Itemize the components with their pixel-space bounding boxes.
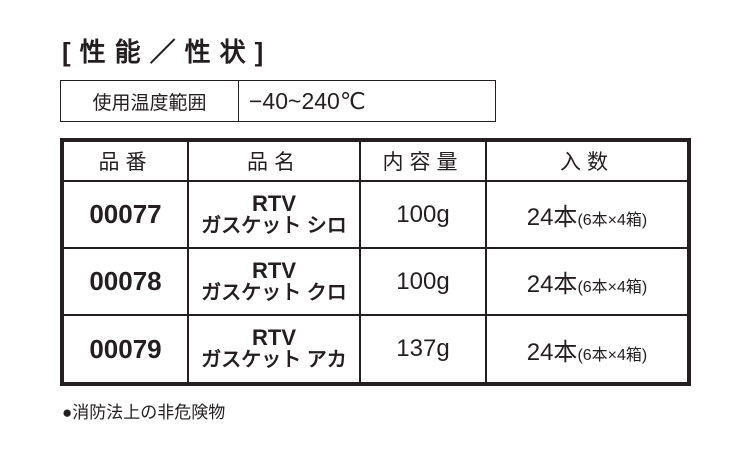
temperature-range-value: −40~240℃ — [249, 87, 366, 114]
quantity-main: 24本 — [526, 204, 578, 232]
product-name-line1: RTV — [252, 325, 296, 351]
temperature-range-label: 使用温度範囲 — [61, 81, 239, 121]
product-quantity: 24本(6本×4箱) — [485, 179, 690, 250]
table-row: 00079 RTV ガスケット アカ 137g 24本(6本×4箱) — [61, 314, 690, 385]
footnote: ●消防法上の非危険物 — [62, 403, 226, 422]
quantity-detail: (6本×4箱) — [577, 279, 648, 297]
product-name: RTV ガスケット シロ — [187, 179, 361, 250]
product-code: 00079 — [61, 314, 189, 385]
quantity-detail: (6本×4箱) — [577, 346, 648, 364]
product-code: 00077 — [61, 179, 189, 250]
product-code: 00078 — [61, 247, 189, 317]
product-name-line1: RTV — [252, 190, 296, 216]
product-name-line2: ガスケット シロ — [201, 214, 347, 237]
product-quantity: 24本(6本×4箱) — [485, 247, 690, 317]
product-name-line2: ガスケット クロ — [201, 281, 347, 304]
header-code: 品番 — [61, 139, 189, 182]
product-name-line2: ガスケット アカ — [201, 349, 347, 372]
temperature-range-box: 使用温度範囲 −40~240℃ — [60, 80, 496, 122]
table-row: 00078 RTV ガスケット クロ 100g 24本(6本×4箱) — [61, 247, 690, 317]
product-quantity: 24本(6本×4箱) — [485, 314, 690, 385]
product-volume: 137g — [359, 314, 487, 385]
product-name: RTV ガスケット クロ — [187, 247, 361, 317]
table-header-row: 品番 品名 内容量 入数 — [61, 139, 690, 182]
header-name: 品名 — [187, 139, 361, 182]
quantity-main: 24本 — [526, 338, 578, 366]
header-quantity: 入数 — [485, 139, 690, 182]
product-table: 品番 品名 内容量 入数 00077 RTV ガスケット シロ 100g 24本(… — [60, 138, 691, 386]
quantity-main: 24本 — [526, 271, 578, 299]
quantity-detail: (6本×4箱) — [577, 212, 648, 230]
section-title: [性能／性状] — [62, 37, 273, 67]
product-name: RTV ガスケット アカ — [187, 314, 361, 385]
product-volume: 100g — [359, 247, 487, 317]
header-volume: 内容量 — [359, 139, 487, 182]
table-row: 00077 RTV ガスケット シロ 100g 24本(6本×4箱) — [61, 179, 690, 250]
product-volume: 100g — [359, 179, 487, 250]
product-name-line1: RTV — [252, 257, 296, 283]
